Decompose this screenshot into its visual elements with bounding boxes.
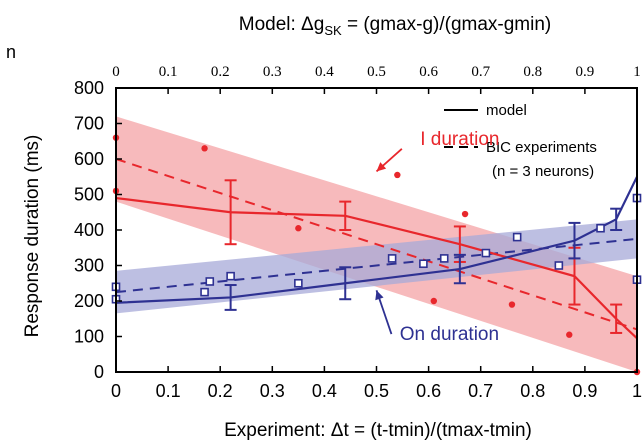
edge-label: n	[6, 42, 16, 62]
y-tick-label-2: 200	[74, 291, 104, 311]
top-tick-label-6: 0.6	[419, 64, 438, 80]
data-point-square-7	[419, 259, 428, 269]
fit-line-2	[115, 158, 638, 331]
y-tick-label-3: 300	[74, 256, 104, 276]
data-point-square-8	[439, 254, 449, 263]
top-tick-label-2: 0.2	[211, 64, 230, 80]
x-tick-label-6: 0.6	[416, 381, 441, 401]
top-tick-label-9: 0.9	[576, 64, 595, 80]
data-point-square-10	[512, 232, 522, 242]
x-tick-label-8: 0.8	[520, 381, 545, 401]
y-axis-title: Response duration (ms)	[22, 135, 43, 338]
top-axis-title: Model: ΔgSK = (gmax-g)/(gmax-gmin)	[239, 14, 552, 38]
top-tick-label-7: 0.7	[471, 64, 490, 80]
annotation-arrowhead-1	[375, 290, 384, 301]
y-tick-label-5: 500	[74, 185, 104, 205]
data-point-square-3	[205, 277, 215, 286]
annotation-label-1: On duration	[400, 324, 499, 345]
data-point-square-9	[481, 248, 491, 258]
data-point-dot-8	[566, 331, 573, 338]
y-tick-label-6: 600	[74, 149, 104, 169]
data-point-dot-3	[295, 225, 302, 232]
legend-model-label: model	[486, 102, 527, 119]
data-point-dot-4	[394, 171, 401, 179]
x-tick-label-2: 0.2	[208, 381, 233, 401]
y-tick-label-7: 700	[74, 114, 104, 134]
axis-ticks: 0 0.1 0.2 0.3 0.4 0.5 0.6 0.7 0.8 0.9 1 0 0.1 0.2 0.3 0…	[74, 64, 642, 401]
x-tick-label-7: 0.7	[468, 381, 493, 401]
legend-bic-label: BIC experiments	[486, 139, 597, 156]
y-tick-label-4: 400	[74, 220, 104, 240]
legend-bic-note: (n = 3 neurons)	[492, 163, 594, 180]
data-point-square-12	[596, 223, 605, 233]
x-tick-label-0: 0	[111, 381, 121, 401]
top-tick-label-8: 0.8	[523, 64, 542, 80]
x-tick-label-5: 0.5	[364, 381, 389, 401]
x-tick-label-1: 0.1	[156, 381, 181, 401]
top-tick-label-3: 0.3	[263, 64, 282, 80]
data-point-square-2	[200, 287, 209, 297]
y-tick-label-0: 0	[94, 362, 104, 382]
legend: model BIC experiments (n = 3 neurons)	[444, 102, 597, 180]
top-tick-label-4: 0.4	[315, 64, 334, 80]
x-tick-label-10: 1	[632, 381, 642, 401]
data-point-square-5	[294, 278, 303, 288]
data-point-dot-5	[430, 297, 438, 305]
fit-line-3	[115, 237, 638, 294]
annotation-label-0: I duration	[420, 129, 499, 150]
data-point-square-11	[554, 261, 564, 270]
y-tick-label-1: 100	[74, 327, 104, 347]
top-tick-label-1: 0.1	[159, 64, 178, 80]
x-tick-label-4: 0.4	[312, 381, 337, 401]
top-tick-label-10: 1	[633, 64, 641, 80]
annotations: I duration On duration	[375, 129, 499, 345]
data-point-dot-7	[508, 301, 516, 308]
model-lines	[115, 176, 638, 340]
y-tick-label-8: 800	[74, 78, 104, 98]
x-tick-label-3: 0.3	[260, 381, 285, 401]
data-point-dot-2	[201, 145, 208, 152]
data-point-square-4	[226, 271, 235, 281]
top-tick-label-5: 0.5	[367, 64, 386, 80]
data-point-square-6	[387, 254, 397, 263]
x-tick-label-9: 0.9	[572, 381, 597, 401]
experiment-fit-lines	[115, 158, 638, 331]
x-axis-title: Experiment: Δt = (t-tmin)/(tmax-tmin)	[224, 420, 532, 441]
data-point-dot-6	[461, 210, 469, 218]
annotation-arrowhead-0	[376, 162, 387, 172]
top-tick-label-0: 0	[112, 64, 120, 80]
